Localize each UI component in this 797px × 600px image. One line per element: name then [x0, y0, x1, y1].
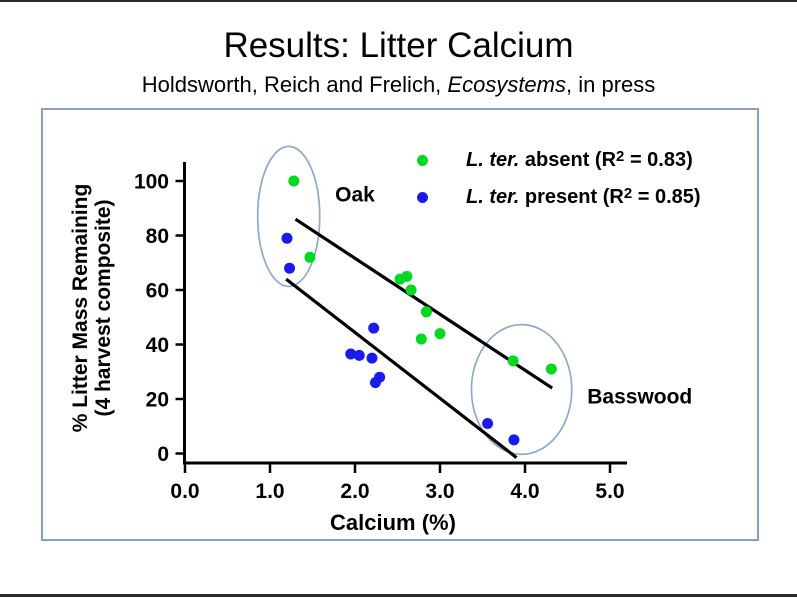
y-axis-title-line1: % Litter Mass Remaining	[69, 184, 92, 433]
y-tick-label: 20	[146, 389, 169, 412]
data-point-present	[353, 349, 365, 361]
y-tick-label: 60	[146, 280, 169, 303]
data-point-absent	[405, 284, 417, 296]
y-tick-label: 100	[134, 171, 169, 194]
data-point-present	[281, 232, 293, 244]
chart-legend: L. ter. absent (R2 = 0.83) L. ter. presen…	[43, 110, 757, 230]
subtitle-journal: Ecosystems	[447, 72, 566, 97]
x-tick-label: 0.0	[170, 480, 199, 503]
data-point-absent	[415, 333, 427, 345]
chart-panel: 0 20 40 60 80 100 0.0 1.0 2.0 3.0 4.0 5.0 Calcium (%…	[41, 108, 759, 541]
x-axis-title: Calcium (%)	[330, 510, 456, 535]
legend-item-present: L. ter. present (R2 = 0.85)	[417, 185, 701, 209]
data-point-absent	[420, 306, 432, 318]
slide-bottom-border	[0, 594, 797, 597]
y-tick-label: 40	[146, 334, 169, 357]
oak-label: Oak	[335, 184, 375, 207]
y-tick-label: 0	[157, 443, 169, 466]
data-point-present	[284, 262, 296, 274]
subtitle-authors: Holdsworth, Reich and Frelich,	[141, 72, 448, 97]
x-tick-label: 2.0	[340, 480, 369, 503]
data-point-present	[482, 418, 494, 430]
data-point-absent	[304, 251, 316, 263]
scatter-plot: 0 20 40 60 80 100 0.0 1.0 2.0 3.0 4.0 5.0 Calcium (%…	[69, 145, 692, 535]
data-point-present	[345, 348, 357, 360]
data-point-present	[369, 377, 381, 389]
data-point-absent	[545, 363, 557, 375]
data-point-absent	[288, 175, 300, 187]
legend-label-present: L. ter. present (R2 = 0.85)	[466, 184, 701, 208]
basswood-ellipse	[470, 323, 573, 456]
legend-item-absent: L. ter. absent (R2 = 0.83)	[417, 148, 693, 172]
oak-ellipse	[256, 145, 321, 288]
y-tick-label: 80	[146, 225, 169, 248]
trend-line-present	[285, 277, 518, 459]
slide-title: Results: Litter Calcium	[223, 26, 574, 65]
x-tick-label: 4.0	[510, 480, 539, 503]
legend-dot-absent	[417, 154, 428, 166]
data-point-present	[366, 352, 378, 364]
x-tick-label: 3.0	[425, 480, 454, 503]
slide-subtitle: Holdsworth, Reich and Frelich, Ecosystem…	[0, 72, 797, 98]
legend-dot-present	[417, 191, 428, 203]
data-point-present	[368, 322, 380, 334]
data-point-absent	[507, 355, 519, 367]
data-point-absent	[434, 328, 446, 340]
x-tick-label: 1.0	[255, 480, 284, 503]
legend-label-absent: L. ter. absent (R2 = 0.83)	[466, 147, 693, 171]
data-point-present	[508, 434, 520, 446]
data-point-absent	[401, 270, 413, 282]
subtitle-status: , in press	[566, 72, 656, 97]
basswood-label: Basswood	[587, 385, 692, 408]
slide-top-border	[0, 0, 797, 2]
x-tick-label: 5.0	[595, 480, 624, 503]
y-axis-title-line2: (4 harvest composite)	[92, 199, 115, 416]
